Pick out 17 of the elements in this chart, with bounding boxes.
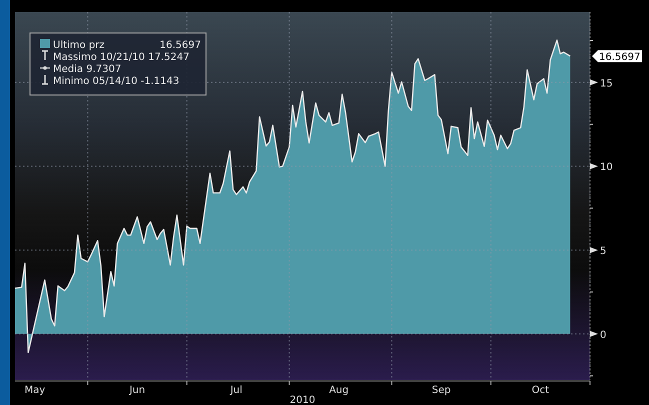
x-tick-label: Oct [532, 385, 550, 396]
y-tick-label: 15 [600, 78, 613, 90]
annotation: Media 9.7307 [53, 64, 122, 75]
annotation: Minimo 05/14/10 -1.1143 [53, 76, 180, 87]
text: 16.5697 [599, 52, 640, 64]
annotation: Massimo 10/21/10 17.5247 [53, 52, 190, 63]
x-tick-label: Jun [128, 385, 146, 396]
y-tick-label: 5 [600, 246, 606, 258]
x-tick-label: Jul [229, 385, 242, 396]
x-tick-label: Sep [432, 385, 451, 396]
x-axis-title: 2010 [290, 395, 316, 405]
x-tick-label: May [24, 385, 46, 396]
x-tick-label: Aug [329, 385, 349, 396]
y-tick-label: 0 [600, 330, 606, 341]
annotation: 16.5697 [160, 40, 201, 51]
y-tick-label: 10 [600, 162, 613, 174]
legend-label: Ultimo prz [53, 40, 105, 51]
